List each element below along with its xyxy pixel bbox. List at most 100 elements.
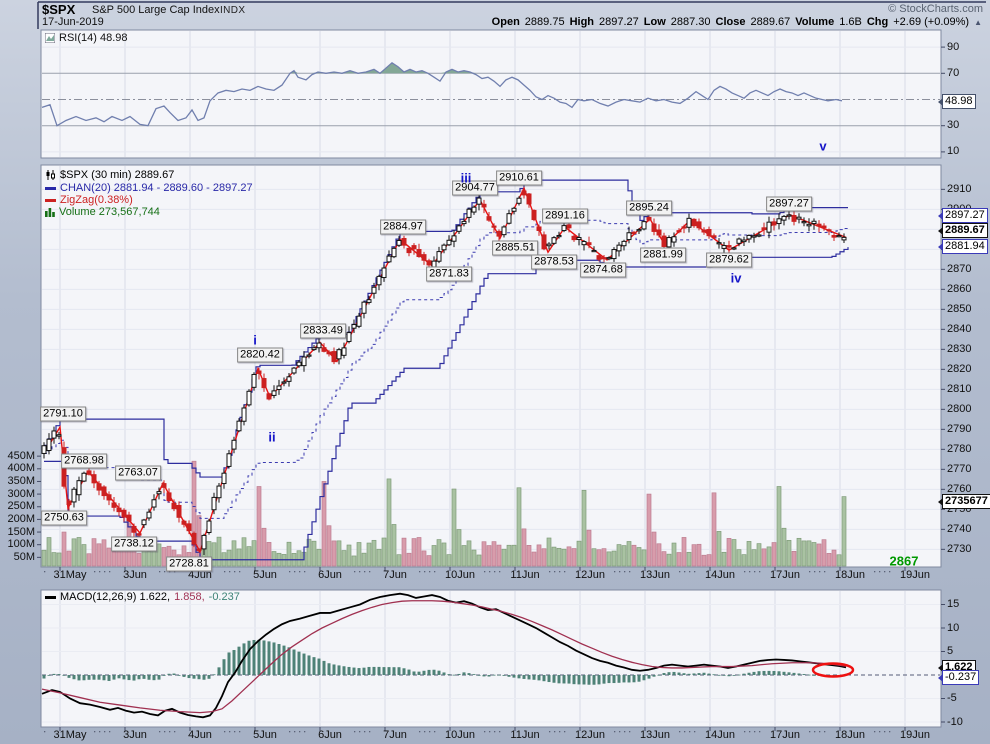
pivot-price-callout: 2904.77: [452, 180, 498, 196]
date-label: 18Jun: [835, 729, 865, 741]
price-legend: $SPX (30 min) 2889.67: [45, 169, 174, 181]
price-axis-label: 2820: [947, 362, 972, 375]
candlestick-icon: [46, 170, 55, 180]
volume-axis-label: 400M: [7, 462, 35, 475]
price-axis-label: 2870: [947, 262, 972, 275]
channel-legend-text: CHAN(20) 2881.94 - 2889.60 - 2897.27: [60, 182, 253, 194]
volume-axis-label: 50M: [13, 550, 35, 563]
change-value: +2.69 (+0.09%): [893, 16, 970, 28]
price-axis-label: 2850: [947, 302, 972, 315]
volume-label: Volume: [795, 16, 835, 28]
channel-mid-line: [44, 218, 849, 519]
elliott-wave-label: ii: [268, 429, 276, 445]
date-label: 3Jun: [123, 569, 147, 581]
date-label: 17Jun: [770, 569, 800, 581]
price-axis-label: 2860: [947, 282, 972, 295]
date-label: 17Jun: [770, 729, 800, 741]
zigzag-legend-text: ZigZag(0.38%): [60, 194, 133, 206]
zigzag-legend: ZigZag(0.38%): [45, 194, 133, 206]
macd-highlight-ellipse: [811, 662, 855, 678]
volume-axis-label: 150M: [7, 525, 35, 538]
rsi-axis-label: 30: [947, 119, 960, 132]
macd-legend: MACD(12,26,9) 1.622, 1.858, -0.237: [45, 591, 240, 603]
elliott-wave-label: iii: [460, 170, 472, 186]
date-label: 5Jun: [253, 729, 277, 741]
date-label: 14Jun: [705, 569, 735, 581]
volume-axis-label: 250M: [7, 500, 35, 513]
low-label: Low: [643, 16, 666, 28]
date-label: 11Jun: [510, 569, 540, 581]
volume-legend-text: Volume 273,567,744: [59, 206, 160, 218]
volume-value: 1.6B: [839, 16, 862, 28]
symbol-title: $SPX: [42, 2, 76, 17]
pivot-price-callout: 2791.10: [40, 406, 86, 422]
channel-line-icon: [45, 186, 56, 190]
price-axis-label: 2910: [947, 182, 972, 195]
date-label: 7Jun: [383, 569, 407, 581]
pivot-price-callout: 2750.63: [41, 510, 87, 526]
pivot-price-callout: 2881.99: [640, 247, 686, 263]
price-axis-label: 2790: [947, 422, 972, 435]
date-label: 4Jun: [188, 569, 212, 581]
pivot-price-callout: 2885.51: [492, 240, 538, 256]
price-axis-label: 2830: [947, 342, 972, 355]
axis-value-box: 2897.27: [938, 208, 988, 223]
volume-axis-label: 350M: [7, 474, 35, 487]
chart-date: 17-Jun-2019: [42, 16, 104, 28]
macd-histogram: [42, 639, 846, 685]
macd-signal-line: [41, 600, 847, 714]
date-label: 19Jun: [900, 729, 930, 741]
symbol-name: S&P 500 Large Cap Index: [92, 4, 220, 16]
date-label: 6Jun: [318, 569, 342, 581]
macd-axis-label: 15: [947, 598, 960, 610]
rsi-legend: RSI(14) 48.98: [45, 32, 127, 44]
axis-value-box: 2735677: [938, 494, 990, 509]
axis-value-box: -0.237: [937, 670, 980, 685]
macd-axis-label: -10: [947, 715, 963, 728]
rsi-axis-label: 70: [947, 66, 960, 79]
open-label: Open: [491, 16, 520, 28]
date-label: 13Jun: [640, 569, 670, 581]
date-label: 12Jun: [575, 569, 605, 581]
macd-legend-text: MACD(12,26,9) 1.622,: [60, 591, 171, 603]
high-label: High: [569, 16, 595, 28]
price-axis-label: 2840: [947, 322, 972, 335]
date-label: 11Jun: [510, 729, 540, 741]
axis-value-box: 48.98: [938, 94, 976, 109]
close-value: 2889.67: [750, 16, 791, 28]
change-up-icon: ▲: [974, 17, 982, 27]
price-axis-label: 2800: [947, 402, 972, 415]
rsi-axis-label: 90: [947, 40, 960, 53]
price-axis-label: 2770: [947, 462, 972, 475]
pivot-price-callout: 2871.83: [426, 266, 472, 282]
copyright-label: © StockCharts.com: [888, 3, 983, 15]
volume-axis-label: 450M: [7, 449, 35, 462]
pivot-price-callout: 2738.12: [111, 536, 157, 552]
elliott-wave-label: i: [253, 332, 257, 348]
channel-legend: CHAN(20) 2881.94 - 2889.60 - 2897.27: [45, 182, 253, 194]
date-label: 19Jun: [900, 569, 930, 581]
date-label: 5Jun: [253, 569, 277, 581]
pivot-price-callout: 2728.81: [166, 556, 212, 572]
axis-value-box: 2881.94: [938, 239, 988, 254]
date-label: 10Jun: [445, 569, 475, 581]
volume-bars: [41, 460, 847, 567]
price-axis-label: 2740: [947, 522, 972, 535]
date-label: 31May: [53, 569, 87, 581]
date-label: 10Jun: [445, 729, 475, 741]
volume-legend: Volume 273,567,744: [45, 206, 160, 218]
price-legend-text: $SPX (30 min) 2889.67: [60, 169, 175, 181]
date-label: 31May: [53, 729, 87, 741]
macd-signal-value: 1.858,: [174, 591, 205, 603]
date-label: 6Jun: [318, 729, 342, 741]
high-value: 2897.27: [599, 16, 639, 28]
macd-axis-label: 5: [947, 645, 954, 657]
pivot-price-callout: 2874.68: [580, 262, 626, 278]
price-axis-label: 2810: [947, 382, 972, 395]
pivot-price-callout: 2833.49: [300, 323, 346, 339]
axis-value-box: 2889.67: [938, 223, 988, 238]
pivot-price-callout: 2879.62: [706, 252, 752, 268]
elliott-wave-label: v: [819, 138, 827, 154]
